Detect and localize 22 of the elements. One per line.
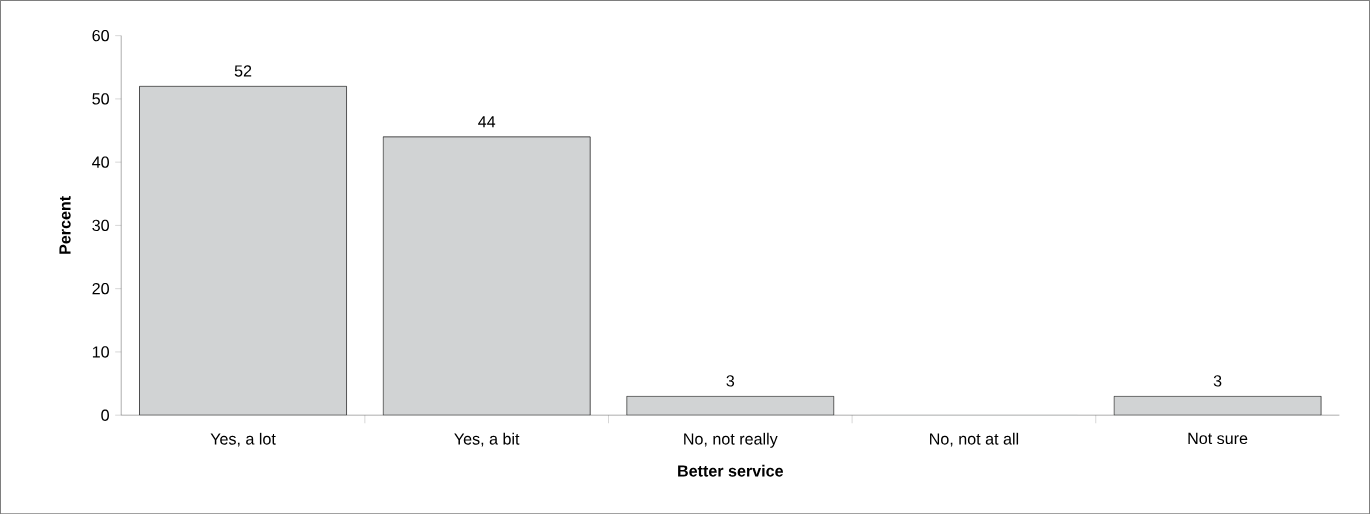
x-tick-label: Yes, a lot — [210, 432, 276, 447]
bar — [139, 85, 347, 416]
y-tick-label: 50 — [92, 93, 109, 105]
y-tick-label: 30 — [92, 219, 109, 231]
data-label: 3 — [726, 375, 735, 387]
y-tick-label: 20 — [92, 282, 109, 295]
x-axis-title: Better service — [678, 464, 784, 477]
x-tick-label: No, not at all — [930, 432, 1019, 447]
data-label: 3 — [1213, 375, 1222, 387]
data-label: 52 — [234, 65, 252, 77]
y-tick-label: 40 — [92, 156, 109, 168]
bar — [626, 395, 835, 416]
y-tick-label: 10 — [92, 346, 109, 358]
x-tick-label: Yes, a bit — [454, 432, 520, 447]
y-axis-title: Percent — [59, 195, 71, 254]
y-tick-label: 0 — [101, 409, 109, 421]
y-tick-label: 60 — [92, 29, 109, 42]
data-label: 44 — [478, 116, 496, 128]
x-tick-label: No, not really — [684, 432, 778, 448]
x-tick-label: Not sure — [1188, 432, 1248, 444]
bar — [1113, 395, 1322, 416]
bar — [382, 136, 591, 416]
